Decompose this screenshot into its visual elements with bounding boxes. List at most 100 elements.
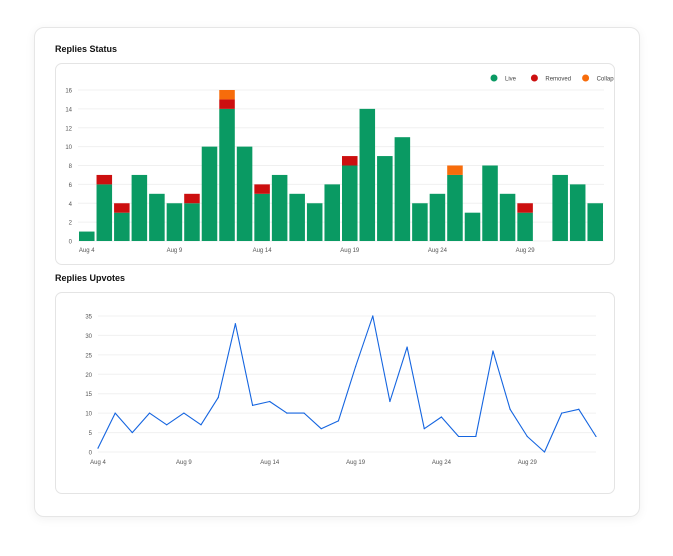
bar-live <box>429 193 446 241</box>
bar-live <box>499 193 516 241</box>
bar-live <box>342 165 358 241</box>
data-point <box>543 451 546 453</box>
bar-removed <box>342 156 358 166</box>
bar-live <box>306 203 323 241</box>
bar-live <box>552 174 568 241</box>
y-tick-label: 12 <box>65 126 72 132</box>
data-point <box>509 408 511 410</box>
data-point <box>217 397 219 399</box>
bar-live <box>517 212 533 241</box>
y-tick-label: 4 <box>69 202 73 208</box>
data-point <box>131 431 133 434</box>
bar-removed <box>517 203 533 213</box>
bar-live <box>254 193 270 241</box>
replies-upvotes-card: 0 5 10 15 20 25 30 35 Aug 4 Aug 9 Aug 14 Aug 19 Aug … <box>55 292 615 494</box>
bar-live <box>324 184 340 241</box>
data-point <box>234 323 236 325</box>
legend-marker-collapsed <box>582 74 590 82</box>
y-tick-label: 20 <box>85 373 92 379</box>
bar-removed <box>219 99 235 109</box>
data-point <box>423 428 425 430</box>
data-point <box>183 412 185 414</box>
data-point <box>114 412 116 414</box>
x-tick-label: Aug 9 <box>176 460 192 466</box>
y-tick-label: 6 <box>69 183 73 189</box>
y-tick-label: 0 <box>89 451 93 457</box>
data-point <box>166 424 168 426</box>
bar-live <box>96 184 113 241</box>
replies-status-chart: 0 2 4 6 8 10 12 14 16 Aug 4 Aug 9 Aug 14 Aug 19 Aug 2… <box>65 74 623 254</box>
data-point <box>458 435 460 438</box>
y-tick-label: 15 <box>85 392 92 398</box>
legend-marker-removed <box>530 74 538 82</box>
replies-status-card: 0 2 4 6 8 10 12 14 16 Aug 4 Aug 9 Aug 14 Aug 19 Aug 2… <box>55 63 623 265</box>
x-tick-label: Aug 14 <box>260 460 280 466</box>
data-point <box>269 400 271 403</box>
y-tick-label: 25 <box>85 353 92 359</box>
y-tick-label: 0 <box>69 240 73 246</box>
bar-live <box>569 184 586 241</box>
y-tick-label: 14 <box>65 107 72 113</box>
x-tick-label: Aug 4 <box>90 460 106 466</box>
bar-live <box>236 146 253 241</box>
data-point <box>337 420 340 422</box>
x-tick-label: Aug 24 <box>432 460 452 466</box>
bar-live <box>359 108 376 241</box>
bar-collapsed <box>447 165 463 175</box>
bar-live <box>482 165 498 241</box>
data-point <box>320 428 322 430</box>
replies-upvotes-chart: 0 5 10 15 20 25 30 35 Aug 4 Aug 9 Aug 14 Aug 19 Aug … <box>85 315 597 466</box>
y-tick-label: 10 <box>85 412 92 418</box>
data-point <box>440 416 443 418</box>
y-tick-label: 8 <box>69 164 73 170</box>
bar-live <box>166 203 183 241</box>
replies-status-title: Replies Status <box>55 44 118 54</box>
y-tick-label: 10 <box>65 145 72 151</box>
data-point <box>595 435 597 438</box>
upvotes-line <box>97 315 597 453</box>
bar-removed <box>254 184 270 194</box>
x-tick-label: Aug 19 <box>346 460 366 466</box>
data-point <box>526 435 528 438</box>
bar-live <box>184 203 200 241</box>
bar-live <box>377 156 393 241</box>
bar-removed <box>96 174 113 185</box>
data-point <box>561 412 563 414</box>
legend-label-collapsed: Collapsed <box>597 77 614 83</box>
data-point <box>251 404 254 406</box>
data-point <box>475 435 477 438</box>
bar-live <box>464 212 481 241</box>
bar-live <box>149 193 165 241</box>
data-point <box>148 412 151 414</box>
x-tick-label: Aug 4 <box>79 248 95 254</box>
x-tick-label: Aug 9 <box>167 248 183 254</box>
bar-removed <box>114 203 130 213</box>
bar-live <box>271 174 288 241</box>
bar-live <box>394 137 411 241</box>
x-tick-label: Aug 29 <box>518 460 538 466</box>
y-tick-label: 2 <box>69 221 73 227</box>
data-point <box>303 412 305 414</box>
bar-collapsed <box>219 90 235 100</box>
bar-live <box>289 193 305 241</box>
data-point <box>200 424 202 426</box>
y-tick-label: 35 <box>85 315 92 321</box>
x-tick-label: Aug 29 <box>516 248 536 254</box>
data-point <box>97 447 99 449</box>
bar-live <box>587 203 603 241</box>
x-tick-label: Aug 14 <box>253 248 273 254</box>
data-point <box>406 346 408 348</box>
data-point <box>578 408 580 410</box>
data-point <box>492 350 494 352</box>
bar-live <box>114 212 130 241</box>
bar-live <box>447 174 463 241</box>
legend-label-live: Live <box>505 77 517 83</box>
bar-live <box>79 231 95 241</box>
data-point <box>354 365 357 368</box>
data-point <box>372 315 374 317</box>
y-tick-label: 30 <box>85 334 92 340</box>
bar-live <box>201 146 218 241</box>
y-tick-label: 16 <box>65 89 72 95</box>
y-tick-label: 5 <box>89 431 93 437</box>
x-tick-label: Aug 19 <box>340 248 360 254</box>
